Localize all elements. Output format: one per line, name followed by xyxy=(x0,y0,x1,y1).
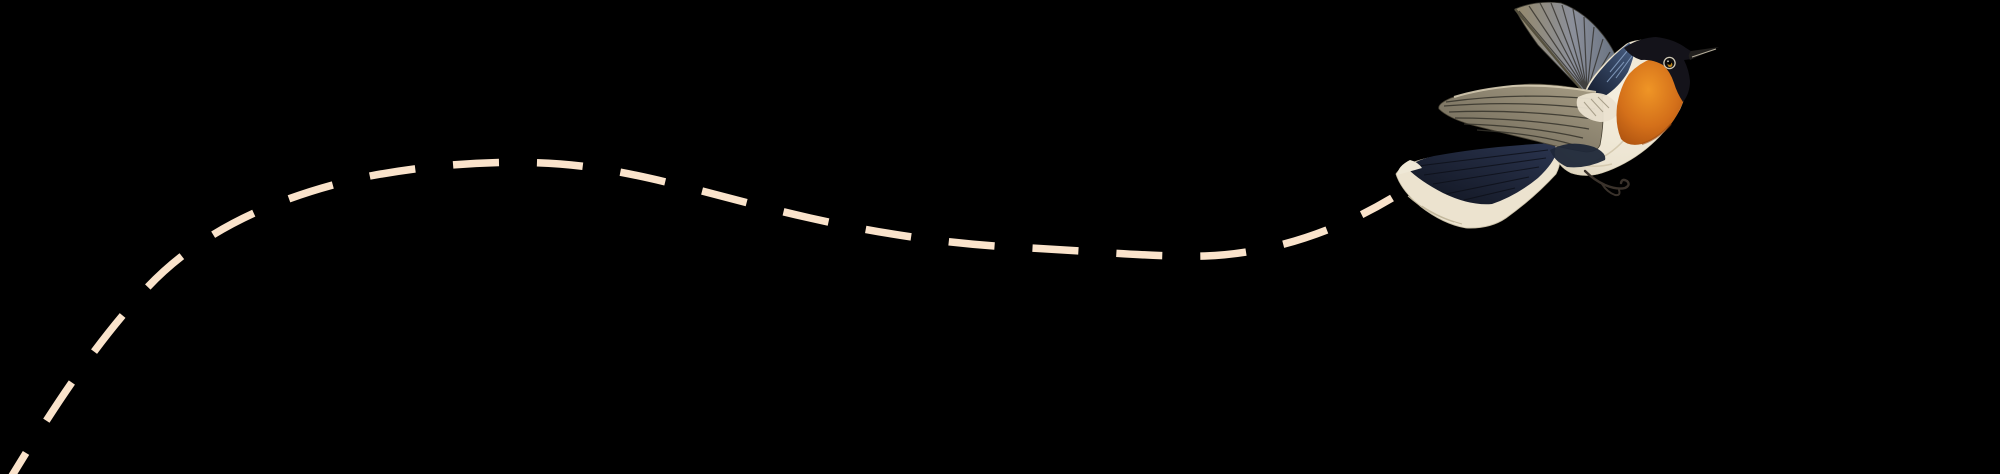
bird-near-wing xyxy=(1438,83,1604,153)
bird-eye xyxy=(1663,56,1676,70)
bird-tail xyxy=(1395,143,1561,229)
bird-mantle xyxy=(1585,43,1635,98)
bird-feet xyxy=(1583,169,1630,197)
bird-rump xyxy=(1550,143,1606,168)
bird-chest xyxy=(1616,56,1688,145)
bird-head-mask xyxy=(1624,37,1694,102)
swallow-bird-illustration xyxy=(1395,1,1719,229)
flight-path-dashed-line xyxy=(8,158,1394,474)
bird-scapulars xyxy=(1576,92,1619,122)
bird-beak xyxy=(1688,47,1719,60)
